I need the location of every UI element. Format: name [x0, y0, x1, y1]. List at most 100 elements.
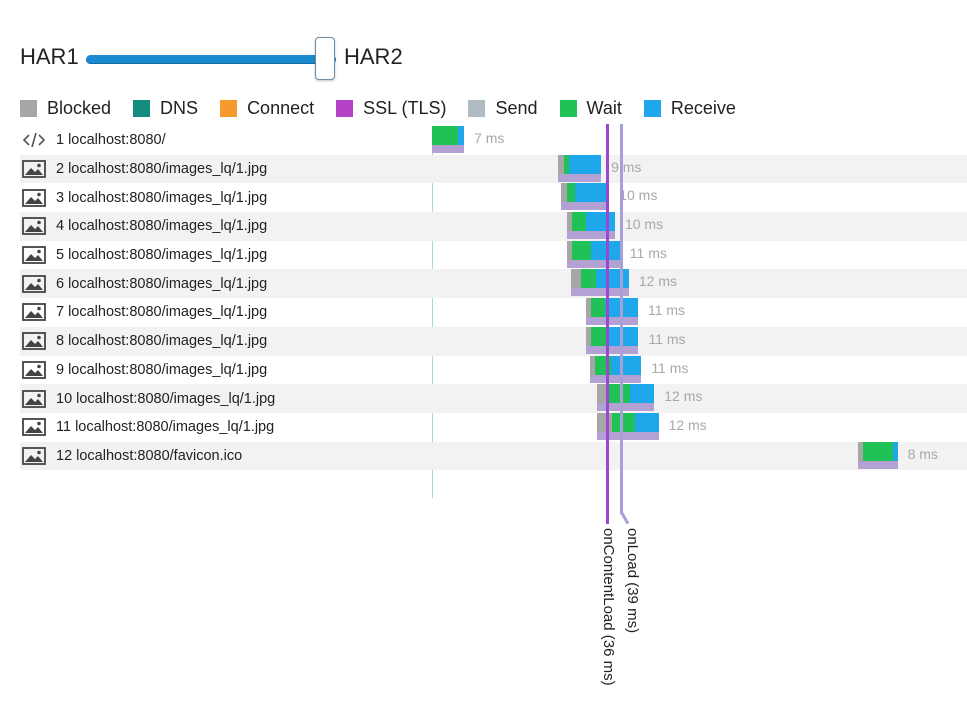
request-number: 12 [56, 447, 73, 464]
timing-segment-blocked [571, 269, 581, 289]
image-icon [22, 217, 48, 236]
image-icon [22, 274, 48, 293]
legend-swatch [336, 99, 354, 117]
timing-bar[interactable] [561, 183, 610, 212]
legend-swatch [133, 99, 151, 117]
legend-label: Connect [247, 97, 315, 118]
request-duration: 7 ms [474, 130, 505, 146]
timing-segment-receive [630, 384, 655, 404]
timing-bar[interactable] [566, 240, 620, 270]
timing-bar[interactable] [557, 154, 602, 184]
request-row[interactable]: 10 localhost:8080/images_lq/1.jpg 12 ms [20, 384, 967, 413]
image-icon [22, 447, 48, 465]
request-row[interactable]: 12 localhost:8080/favicon.ico 8 ms [20, 441, 967, 471]
request-row[interactable]: 11 localhost:8080/images_lq/1.jpg 12 ms [20, 412, 967, 442]
timing-bar[interactable] [585, 298, 638, 327]
legend-label: Wait [586, 97, 622, 118]
timing-bar[interactable] [571, 269, 629, 298]
code-icon [22, 131, 48, 149]
request-row[interactable]: 2 localhost:8080/images_lq/1.jpg 9 ms [20, 154, 967, 184]
request-row[interactable]: 1 localhost:8080/7 ms [20, 126, 967, 155]
timing-segment-wait [611, 412, 636, 432]
request-row[interactable]: 9 localhost:8080/images_lq/1.jpg 11 ms [20, 355, 967, 385]
request-number: 5 [56, 247, 65, 264]
request-label: 11 localhost:8080/images_lq/1.jpg [20, 413, 274, 442]
legend-item-send: Send [468, 98, 538, 119]
timing-segment-wait [563, 154, 569, 174]
timing-bar[interactable] [432, 126, 465, 155]
request-number: 1 [56, 132, 65, 149]
onload-marker-tick [619, 510, 630, 525]
request-duration: 11 ms [629, 244, 667, 261]
onload-label: onLoad (39 ms) [624, 528, 641, 634]
timing-segment-blocked [585, 298, 591, 318]
request-row[interactable]: 8 localhost:8080/images_lq/1.jpg 11 ms [20, 326, 967, 356]
request-label: 6 localhost:8080/images_lq/1.jpg [20, 269, 267, 298]
legend-item-blocked: Blocked [20, 98, 111, 119]
request-url: localhost:8080/images_lq/1.jpg [68, 189, 268, 206]
request-number: 6 [56, 275, 65, 292]
request-row[interactable]: 3 localhost:8080/images_lq/1.jpg 10 ms [20, 183, 967, 212]
legend-swatch [643, 99, 661, 117]
request-number: 9 [56, 361, 65, 378]
timing-segment-blocked [858, 441, 864, 461]
timing-segment-blocked [561, 183, 568, 203]
request-url: localhost:8080/favicon.ico [76, 447, 243, 464]
timing-bar[interactable] [590, 355, 642, 385]
legend-label: DNS [160, 97, 199, 118]
image-icon [22, 360, 48, 379]
timing-segment-blocked [566, 240, 573, 260]
request-row[interactable]: 6 localhost:8080/images_lq/1.jpg 12 ms [20, 269, 967, 299]
request-row[interactable]: 7 localhost:8080/images_lq/1.jpg 11 ms [20, 298, 967, 327]
slider-thumb[interactable] [315, 37, 335, 80]
legend-swatch [468, 99, 486, 117]
image-icon [22, 332, 48, 351]
dom-content-loaded-label: onContentLoad (36 ms) [600, 528, 617, 686]
timing-segment-receive [590, 240, 620, 260]
request-url: localhost:8080/ [68, 132, 166, 149]
request-duration: 11 ms [647, 302, 686, 319]
request-row[interactable]: 4 localhost:8080/images_lq/1.jpg 10 ms [20, 212, 967, 241]
slider-track[interactable] [86, 55, 336, 64]
legend-item-connect: Connect [220, 98, 314, 119]
timing-bar[interactable] [858, 441, 898, 471]
request-duration: 12 ms [664, 388, 703, 405]
request-url: localhost:8080/images_lq/1.jpg [68, 247, 268, 264]
timing-bar[interactable] [585, 326, 639, 356]
request-number: 8 [56, 333, 65, 350]
timing-segment-blocked [597, 384, 607, 404]
timing-segment-wait [590, 298, 605, 318]
timing-segment-blocked [585, 326, 591, 346]
har-compare-slider: HAR1 HAR2 [0, 36, 967, 84]
request-duration: 8 ms [907, 445, 938, 462]
timing-segment-receive [635, 412, 659, 432]
request-label: 2 localhost:8080/images_lq/1.jpg [20, 155, 267, 184]
timing-segment-receive [610, 355, 642, 375]
timing-segment-receive [892, 441, 898, 461]
request-duration: 9 ms [611, 158, 642, 175]
timing-segment-receive [575, 183, 610, 203]
legend-item-receive: Receive [643, 98, 736, 119]
request-duration: 11 ms [651, 359, 689, 376]
timing-segment-wait [567, 183, 576, 203]
legend-label: Blocked [47, 97, 112, 118]
timing-segment-wait [432, 126, 459, 145]
request-label: 8 localhost:8080/images_lq/1.jpg [20, 327, 267, 356]
legend-swatch [20, 99, 37, 117]
timing-legend: Blocked DNS Connect SSL (TLS) Send Wait Receiv… [20, 96, 758, 120]
image-icon [22, 160, 48, 178]
request-row[interactable]: 5 localhost:8080/images_lq/1.jpg 11 ms [20, 240, 967, 270]
request-label: 3 localhost:8080/images_lq/1.jpg [20, 183, 267, 212]
image-icon [22, 188, 48, 207]
request-url: localhost:8080/images_lq/1.jpg [68, 275, 268, 292]
request-label: 7 localhost:8080/images_lq/1.jpg [20, 298, 267, 327]
har1-label: HAR1 [20, 44, 79, 69]
har2-label: HAR2 [344, 44, 403, 69]
request-duration: 10 ms [624, 216, 664, 233]
request-url: localhost:8080/images_lq/1.jpg [76, 390, 276, 407]
legend-label: SSL (TLS) [363, 97, 447, 118]
timing-segment-blocked [557, 154, 564, 174]
timing-segment-wait [580, 269, 596, 289]
request-url: localhost:8080/images_lq/1.jpg [68, 218, 268, 235]
